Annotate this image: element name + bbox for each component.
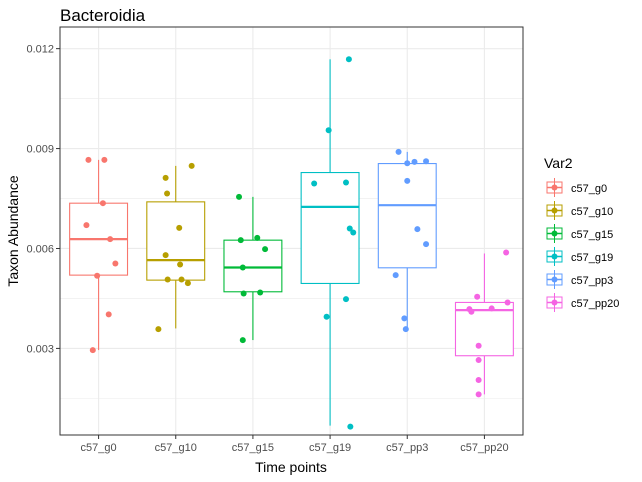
data-point <box>107 236 114 243</box>
data-point <box>162 174 169 181</box>
data-point <box>395 148 402 155</box>
data-point <box>177 261 184 268</box>
data-point <box>162 252 169 259</box>
data-point <box>184 280 191 287</box>
box-iqr <box>454 301 514 357</box>
data-point <box>401 315 408 322</box>
data-point <box>239 264 246 271</box>
data-point <box>503 249 510 256</box>
data-point <box>474 293 481 300</box>
data-point <box>99 200 106 207</box>
data-point <box>101 156 108 163</box>
data-point <box>176 224 183 231</box>
x-tick-label: c57_g10 <box>155 442 197 454</box>
data-point <box>423 241 430 248</box>
data-point <box>404 160 411 167</box>
data-point <box>488 305 495 312</box>
data-point <box>325 127 332 134</box>
y-tick-label: 0.009 <box>26 144 54 156</box>
y-axis-title: Taxon Abundance <box>5 175 21 287</box>
data-point <box>105 311 112 318</box>
data-point <box>155 326 162 333</box>
data-point <box>94 272 101 279</box>
data-point <box>475 342 482 349</box>
legend-key-point <box>551 276 558 283</box>
legend-label: c57_g19 <box>571 252 613 264</box>
legend: c57_g0 c57_g10 c57_g15 c57_g19 c57_pp3 c57_pp… <box>544 177 619 313</box>
plot-panel <box>60 27 523 435</box>
legend-label: c57_pp20 <box>571 298 619 310</box>
data-point <box>402 326 409 333</box>
y-tick-label: 0.012 <box>26 44 54 56</box>
points <box>83 56 511 430</box>
x-tick-label: c57_pp3 <box>386 442 428 454</box>
legend-label: c57_g10 <box>571 206 613 218</box>
box-iqr <box>146 201 206 281</box>
data-point <box>423 158 430 165</box>
data-point <box>346 225 353 232</box>
data-point <box>164 276 171 283</box>
data-point <box>240 290 247 297</box>
data-point <box>188 162 195 169</box>
y-tick-label: 0.006 <box>26 243 54 255</box>
box-iqr <box>223 239 283 293</box>
data-point <box>257 289 264 296</box>
data-point <box>475 377 482 384</box>
data-point <box>236 193 243 200</box>
data-point <box>85 156 92 163</box>
plot-border <box>59 26 524 436</box>
data-point <box>404 177 411 184</box>
data-point <box>468 308 475 315</box>
legend-key-point <box>551 207 558 214</box>
x-tick-label: c57_pp20 <box>460 442 508 454</box>
data-point <box>392 272 399 279</box>
legend-key-point <box>551 253 558 260</box>
legend-key-point <box>551 184 558 191</box>
data-point <box>350 229 357 236</box>
x-axis: c57_g0 c57_g10 c57_g15 c57_g19 c57_pp3 c57_pp… <box>81 435 509 454</box>
data-point <box>164 190 171 197</box>
data-point <box>475 357 482 364</box>
data-point <box>89 347 96 354</box>
boxes <box>69 59 514 426</box>
data-point <box>414 226 421 233</box>
x-axis-title: Time points <box>255 459 327 475</box>
data-point <box>237 237 244 244</box>
legend-key-point <box>551 230 558 237</box>
x-tick-label: c57_g19 <box>309 442 351 454</box>
data-point <box>342 296 349 303</box>
data-point <box>411 158 418 165</box>
y-tick-label: 0.003 <box>26 343 54 355</box>
data-point <box>254 234 261 241</box>
data-point <box>504 299 511 306</box>
data-point <box>83 222 90 229</box>
data-point <box>178 276 185 283</box>
legend-key-point <box>551 299 558 306</box>
data-point <box>311 180 318 187</box>
data-point <box>475 391 482 398</box>
legend-title: Var2 <box>544 155 573 171</box>
data-point <box>345 56 352 63</box>
data-point <box>342 179 349 186</box>
legend-label: c57_pp3 <box>571 275 613 287</box>
x-tick-label: c57_g15 <box>232 442 274 454</box>
y-axis: 0.003 0.006 0.009 0.012 <box>26 44 60 355</box>
data-point <box>112 260 119 267</box>
data-point <box>347 423 354 430</box>
legend-label: c57_g15 <box>571 229 613 241</box>
data-point <box>323 313 330 320</box>
data-point <box>239 337 246 344</box>
x-tick-label: c57_g0 <box>81 442 117 454</box>
legend-label: c57_g0 <box>571 183 607 195</box>
chart-title: Bacteroidia <box>60 6 146 25</box>
data-point <box>262 246 269 253</box>
